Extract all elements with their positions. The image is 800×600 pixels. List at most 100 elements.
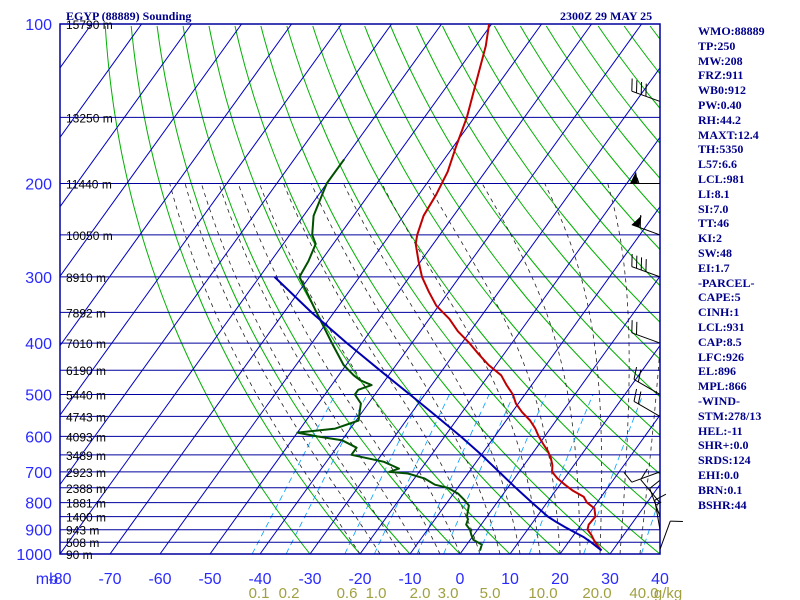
isotherm <box>109 24 493 554</box>
temperature-trace <box>414 24 603 552</box>
index-item: CAP:8.5 <box>698 334 742 349</box>
index-item: MPL:866 <box>698 379 747 394</box>
index-item: TH:5350 <box>698 142 744 157</box>
wind-barb <box>633 366 661 395</box>
mixing-ratio-label: 5.0 <box>480 585 501 600</box>
height-label: 943 m <box>66 524 99 538</box>
dry-adiabat <box>364 25 660 436</box>
station-title: EGYP (88889) Sounding <box>66 9 191 23</box>
isotherm <box>309 67 660 554</box>
dry-adiabat <box>104 25 311 554</box>
pressure-tick-label: 900 <box>25 523 52 540</box>
temperature-tick-label: -70 <box>98 571 121 588</box>
index-item: LCL:981 <box>698 171 745 186</box>
height-label: 4743 m <box>66 410 106 424</box>
wind-barb-full <box>633 388 638 402</box>
height-label: 2388 m <box>66 482 106 496</box>
dry-adiabat <box>260 25 611 554</box>
dry-adiabat <box>571 25 660 144</box>
plot-frame <box>59 23 661 555</box>
pressure-tick-label: 800 <box>25 496 52 513</box>
wind-barb <box>631 320 661 344</box>
dry-adiabat <box>493 25 660 251</box>
mixing-ratio-label: 0.6 <box>337 585 358 600</box>
mixing-ratio-label: 10.0 <box>528 585 557 600</box>
temperature-tick-label: -30 <box>298 571 321 588</box>
dry-adiabat <box>130 25 361 554</box>
mixing-ratio-label: 3.0 <box>438 585 459 600</box>
temperature-tick-label: -10 <box>398 571 421 588</box>
wind-barb <box>631 78 661 102</box>
parcel-trace <box>273 276 603 552</box>
dry-adiabat <box>545 25 660 180</box>
moist-adiabat <box>607 183 630 554</box>
index-item: BSHR:44 <box>698 497 747 512</box>
index-item: STM:278/13 <box>698 408 762 423</box>
height-label: 8910 m <box>66 271 106 285</box>
isotherm <box>60 24 393 486</box>
mixing-ratio-label: 40.0 <box>629 585 658 600</box>
wind-barb-pennant <box>631 215 642 228</box>
isotherm <box>559 414 660 554</box>
dry-adiabat <box>416 25 660 360</box>
moist-adiabat <box>639 343 660 554</box>
dry-adiabat <box>468 25 660 287</box>
index-item: SHR+:0.0 <box>698 438 749 453</box>
pressure-tick-label: 1000 <box>16 547 52 564</box>
wind-barb-full <box>637 391 642 404</box>
pressure-tick-label: 700 <box>25 465 52 482</box>
moist-adiabat <box>381 183 541 554</box>
index-item: SW:48 <box>698 245 733 260</box>
wind-barb-full <box>654 493 667 501</box>
temperature-tick-label: 40 <box>651 571 669 588</box>
index-item: WB0:912 <box>698 83 746 98</box>
dry-adiabat <box>519 25 660 215</box>
temperature-tick-label: 30 <box>601 571 619 588</box>
index-item: HEL:-11 <box>698 423 743 438</box>
index-item: EI:1.7 <box>698 260 730 275</box>
wind-barb-full <box>637 369 642 383</box>
moist-adiabat <box>218 183 421 554</box>
mixing-ratio-label: g/kg <box>654 585 682 600</box>
pressure-tick-label: 200 <box>25 177 52 194</box>
wind-barb-staff <box>659 520 671 550</box>
temperature-tick-label: 0 <box>456 571 465 588</box>
wind-barb-full <box>623 471 633 483</box>
index-item: SRDS:124 <box>698 453 751 468</box>
dry-adiabat <box>338 25 660 475</box>
temperature-tick-label: 20 <box>551 571 569 588</box>
moist-adiabat <box>169 183 361 554</box>
mixing-ratio-label: 20.0 <box>582 585 611 600</box>
wind-barb-staff <box>631 471 661 483</box>
isotherm <box>60 24 193 208</box>
wind-barb-full <box>640 468 648 480</box>
isotherm <box>259 24 643 554</box>
height-label: 90 m <box>66 548 93 562</box>
isotherm <box>209 24 593 554</box>
wind-barb-full <box>649 480 660 489</box>
isotherm <box>159 24 543 554</box>
temperature-tick-label: -80 <box>48 571 71 588</box>
dry-adiabat <box>208 25 511 554</box>
moist-adiabat <box>201 183 401 554</box>
index-item: RH:44.2 <box>698 112 741 127</box>
isotherm <box>60 24 243 278</box>
pressure-axis-label: mb <box>36 571 58 588</box>
height-label: 5440 m <box>66 388 106 402</box>
height-label: 1400 m <box>66 511 106 525</box>
index-item: EL:896 <box>698 364 737 379</box>
index-item: -PARCEL- <box>698 275 755 290</box>
moist-adiabat <box>310 183 501 554</box>
moist-adiabat <box>544 183 603 554</box>
stability-indices-panel: WMO:88889 TP:250 MW:208 FRZ:911 WB0:912 PW:0.… <box>698 24 798 512</box>
dewpoint-trace <box>296 158 483 551</box>
dry-adiabat <box>182 25 461 554</box>
wind-barb-full <box>633 366 638 380</box>
isotherm <box>509 344 660 554</box>
wind-barb-staff <box>654 500 661 530</box>
temperature-tick-label: -20 <box>348 571 371 588</box>
index-item: SI:7.0 <box>698 201 729 216</box>
dry-adiabat <box>442 25 660 323</box>
isotherm <box>60 24 443 554</box>
